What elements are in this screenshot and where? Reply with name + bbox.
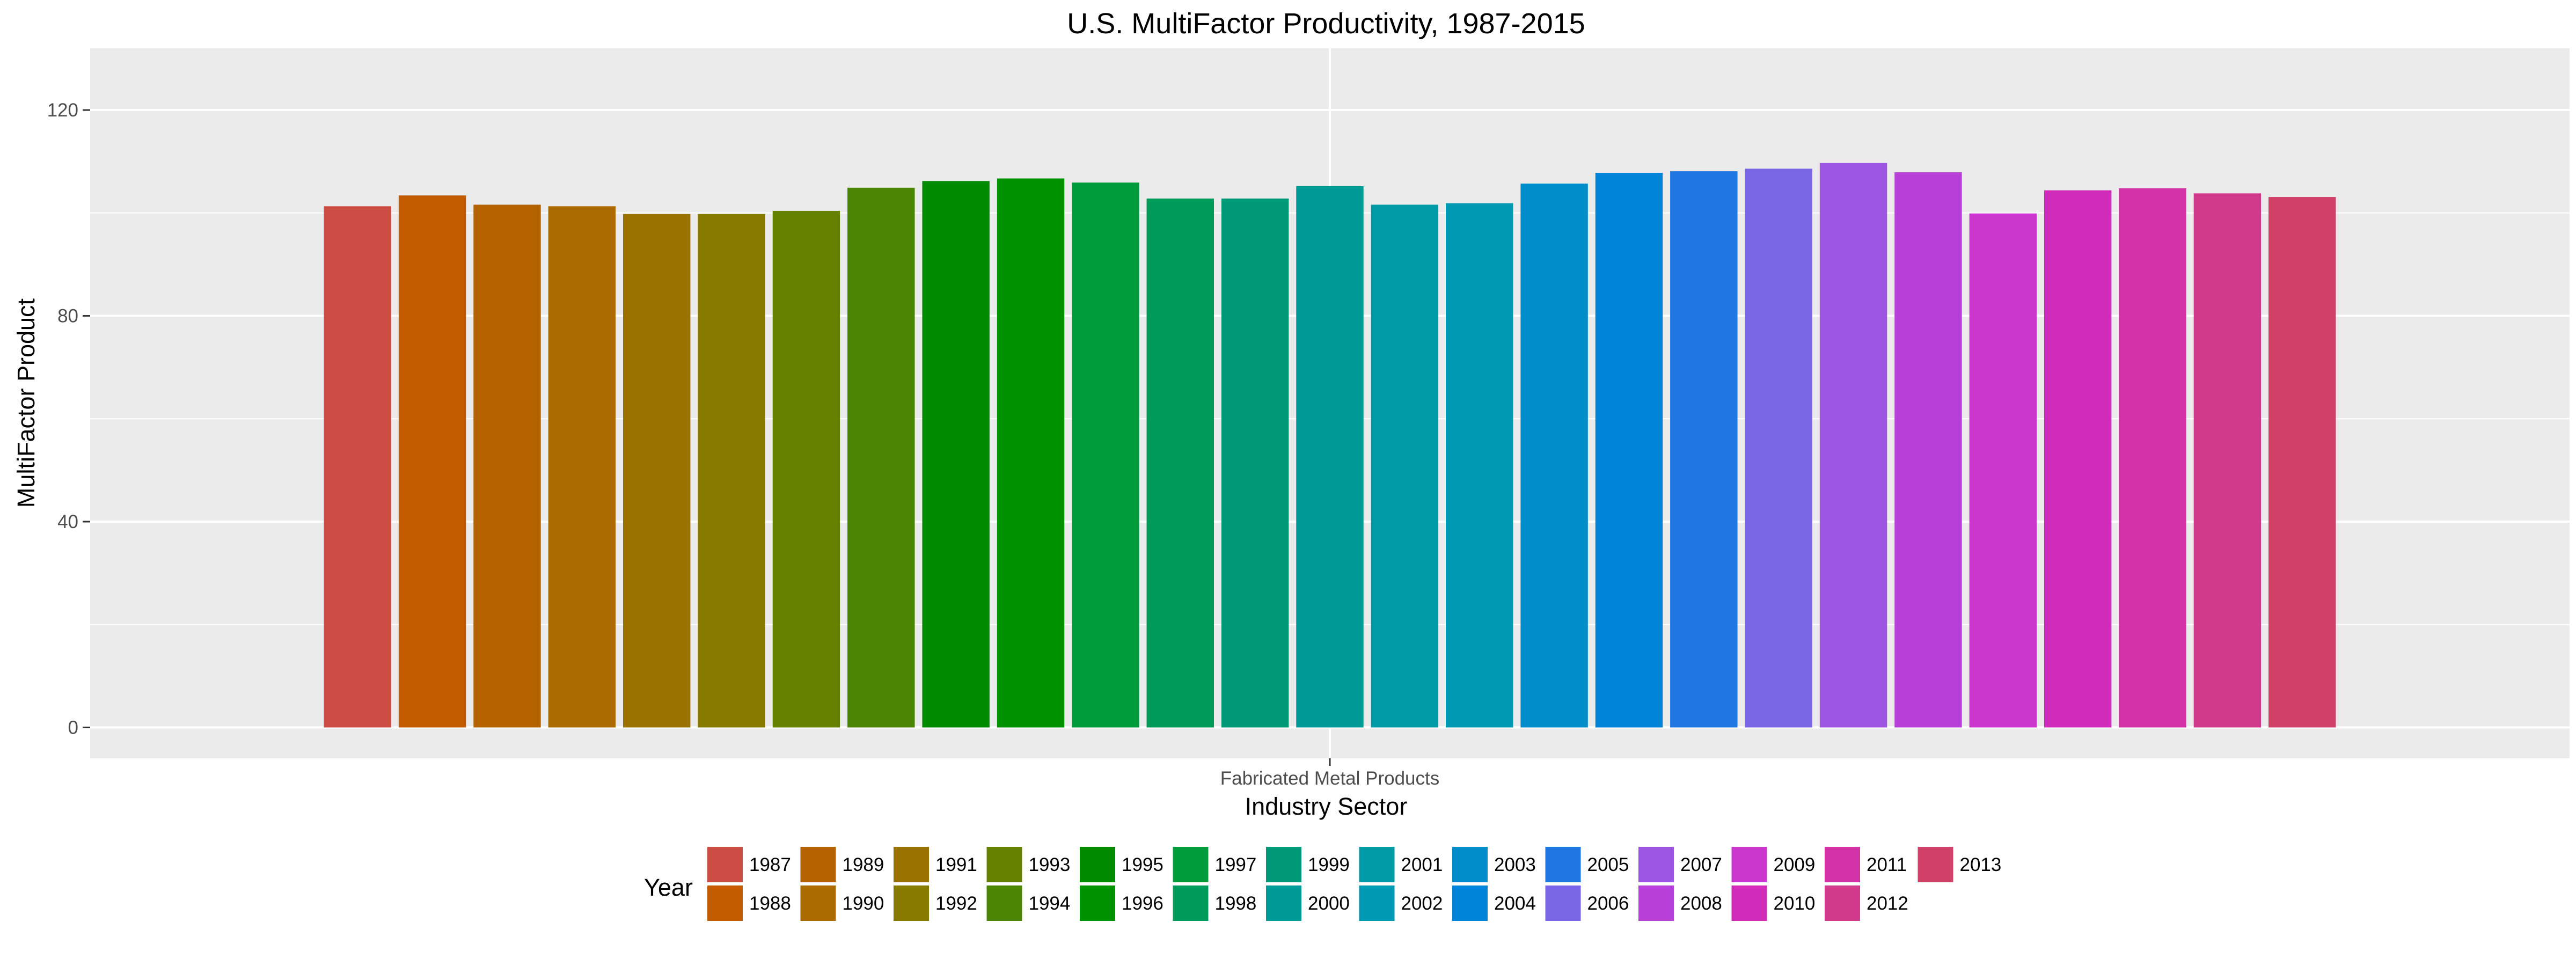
y-axis-title: MultiFactor Product — [12, 298, 40, 508]
legend-label-2002: 2002 — [1401, 893, 1443, 914]
legend-label-2006: 2006 — [1587, 893, 1629, 914]
bar-1992 — [698, 214, 765, 728]
bar-1996 — [997, 178, 1065, 728]
y-tick-label: 0 — [68, 717, 78, 738]
legend-key-1999 — [1266, 847, 1301, 882]
legend-key-1990 — [800, 885, 836, 921]
legend-key-1996 — [1080, 885, 1115, 921]
legend-key-1988 — [707, 885, 743, 921]
bar-2006 — [1745, 169, 1812, 728]
legend-label-1995: 1995 — [1122, 854, 1163, 875]
legend-label-2012: 2012 — [1867, 893, 1908, 914]
legend-label-2005: 2005 — [1587, 854, 1629, 875]
legend-key-1991 — [894, 847, 929, 882]
bar-1993 — [772, 210, 840, 728]
y-tick-label: 40 — [57, 511, 78, 532]
legend-key-2006 — [1545, 885, 1581, 921]
legend-key-1992 — [894, 885, 929, 921]
legend-key-2007 — [1638, 847, 1674, 882]
legend-label-1993: 1993 — [1029, 854, 1071, 875]
bar-2002 — [1446, 203, 1513, 728]
legend-label-2013: 2013 — [1960, 854, 2002, 875]
legend-label-1992: 1992 — [935, 893, 977, 914]
legend-label-2001: 2001 — [1401, 854, 1443, 875]
legend-key-1993 — [986, 847, 1022, 882]
legend-key-2012 — [1825, 885, 1860, 921]
bar-2012 — [2193, 193, 2262, 728]
legend-label-1987: 1987 — [749, 854, 791, 875]
legend-label-1994: 1994 — [1029, 893, 1071, 914]
bar-1991 — [623, 214, 691, 728]
legend-key-2013 — [1918, 847, 1953, 882]
bar-1997 — [1072, 182, 1139, 728]
bar-2008 — [1894, 172, 1962, 728]
legend-key-2011 — [1825, 847, 1860, 882]
bars — [324, 163, 2336, 728]
legend-key-1997 — [1173, 847, 1209, 882]
bar-2013 — [2268, 197, 2336, 728]
x-tick-label: Fabricated Metal Products — [1220, 768, 1440, 789]
legend-label-2004: 2004 — [1494, 893, 1536, 914]
legend-key-1998 — [1173, 885, 1209, 921]
bar-2001 — [1371, 204, 1439, 728]
y-tick-label: 120 — [47, 100, 78, 121]
legend-key-2009 — [1731, 847, 1767, 882]
legend-key-2004 — [1452, 885, 1488, 921]
legend-key-2000 — [1266, 885, 1301, 921]
legend-label-1988: 1988 — [749, 893, 791, 914]
x-axis-title: Industry Sector — [1245, 793, 1408, 820]
legend-key-2001 — [1359, 847, 1395, 882]
chart-title: U.S. MultiFactor Productivity, 1987-2015 — [1067, 8, 1585, 40]
bar-2000 — [1296, 186, 1364, 728]
bar-1988 — [398, 195, 466, 728]
legend-label-1999: 1999 — [1308, 854, 1350, 875]
legend-label-2003: 2003 — [1494, 854, 1536, 875]
legend-key-1995 — [1080, 847, 1115, 882]
legend-key-1987 — [707, 847, 743, 882]
legend-label-2008: 2008 — [1680, 893, 1722, 914]
legend-key-2010 — [1731, 885, 1767, 921]
legend-label-2000: 2000 — [1308, 893, 1350, 914]
bar-2003 — [1520, 184, 1588, 728]
legend-key-1994 — [986, 885, 1022, 921]
bar-1995 — [922, 181, 990, 728]
bar-2010 — [2044, 190, 2112, 728]
legend-key-2008 — [1638, 885, 1674, 921]
legend-label-1996: 1996 — [1122, 893, 1163, 914]
bar-2011 — [2119, 188, 2186, 728]
legend-key-2005 — [1545, 847, 1581, 882]
bar-2005 — [1670, 171, 1738, 728]
bar-2009 — [1969, 213, 2037, 728]
legend-key-2003 — [1452, 847, 1488, 882]
bar-1999 — [1221, 198, 1289, 728]
legend-label-1998: 1998 — [1215, 893, 1257, 914]
legend-label-1990: 1990 — [843, 893, 884, 914]
legend-key-2002 — [1359, 885, 1395, 921]
bar-2004 — [1595, 173, 1663, 728]
bar-2007 — [1819, 163, 1887, 728]
legend-label-2010: 2010 — [1774, 893, 1816, 914]
y-tick-label: 80 — [57, 306, 78, 327]
legend-label-1991: 1991 — [935, 854, 977, 875]
bar-1987 — [324, 206, 391, 728]
bar-1990 — [548, 206, 616, 728]
x-axis: Fabricated Metal Products — [1220, 758, 1440, 789]
legend-label-1997: 1997 — [1215, 854, 1257, 875]
legend-label-2011: 2011 — [1867, 854, 1907, 875]
legend-title: Year — [644, 874, 693, 901]
legend-label-2009: 2009 — [1774, 854, 1816, 875]
legend-key-1989 — [800, 847, 836, 882]
legend: Year 1987 1988 1989 1990 1991 1992 1993 1994 199… — [644, 847, 2001, 921]
y-axis: 0 40 80 120 — [47, 100, 90, 738]
legend-label-1989: 1989 — [843, 854, 884, 875]
bar-1989 — [473, 204, 541, 728]
legend-label-2007: 2007 — [1680, 854, 1722, 875]
bar-1998 — [1146, 198, 1214, 728]
bar-1994 — [847, 187, 915, 728]
